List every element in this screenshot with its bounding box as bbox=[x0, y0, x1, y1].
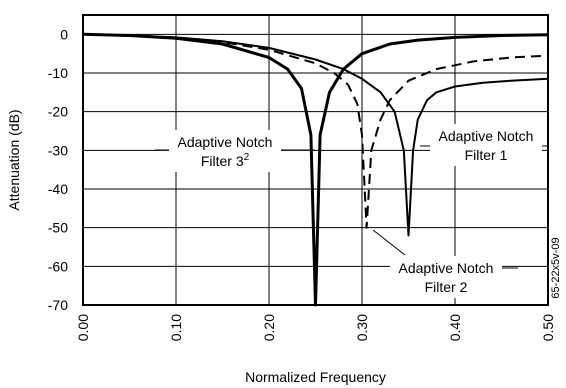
x-tick-label: 0.00 bbox=[75, 314, 91, 341]
series-filter-2 bbox=[82, 33, 549, 229]
annotation-leader bbox=[372, 229, 406, 256]
y-tick-label: 0 bbox=[60, 26, 68, 42]
annotation-label-line1: Adaptive Notch bbox=[399, 260, 494, 276]
y-tick-label: -50 bbox=[48, 220, 68, 236]
x-tick-labels: 0.00 0.10 0.20 0.30 0.40 0.50 bbox=[75, 314, 556, 341]
x-tick-label: 0.50 bbox=[540, 314, 556, 341]
annotation-backdrop bbox=[430, 124, 542, 166]
annotation-label-line2: Filter 32 bbox=[201, 152, 250, 169]
annotation-backdrop bbox=[169, 130, 281, 172]
series-group bbox=[82, 32, 549, 307]
x-tick-label: 0.40 bbox=[447, 314, 463, 341]
annotation-label-line1: Adaptive Notch bbox=[178, 134, 273, 150]
x-tick-label: 0.20 bbox=[261, 314, 277, 341]
annotations: Adaptive Notch Filter 32 Adaptive Notch Fil… bbox=[155, 124, 548, 298]
y-tick-label: -40 bbox=[48, 181, 68, 197]
y-tick-label: -10 bbox=[48, 65, 68, 81]
x-tick-label: 0.30 bbox=[354, 314, 370, 341]
plot-frame bbox=[82, 14, 549, 306]
annotation-label-line2: Filter 2 bbox=[425, 279, 468, 295]
annotation-superscript: 2 bbox=[244, 152, 250, 163]
annotation-backdrop bbox=[390, 256, 502, 298]
x-axis-label: Normalized Frequency bbox=[245, 369, 386, 385]
annotation-label-line2: Filter 1 bbox=[465, 147, 508, 163]
series-filter-3 bbox=[82, 32, 549, 307]
x-tick-label: 0.10 bbox=[168, 314, 184, 341]
y-axis-label: Attenuation (dB) bbox=[6, 109, 22, 210]
figure-code: 65-22x5v-09 bbox=[550, 237, 562, 298]
series-filter-1 bbox=[82, 33, 549, 237]
y-tick-label: -20 bbox=[48, 104, 68, 120]
y-tick-label: -30 bbox=[48, 142, 68, 158]
annotation-label-line1: Adaptive Notch bbox=[439, 128, 534, 144]
y-tick-labels: 0 -10 -20 -30 -40 -50 -60 -70 bbox=[48, 26, 68, 313]
y-tick-label: -60 bbox=[48, 258, 68, 274]
y-tick-label: -70 bbox=[48, 297, 68, 313]
